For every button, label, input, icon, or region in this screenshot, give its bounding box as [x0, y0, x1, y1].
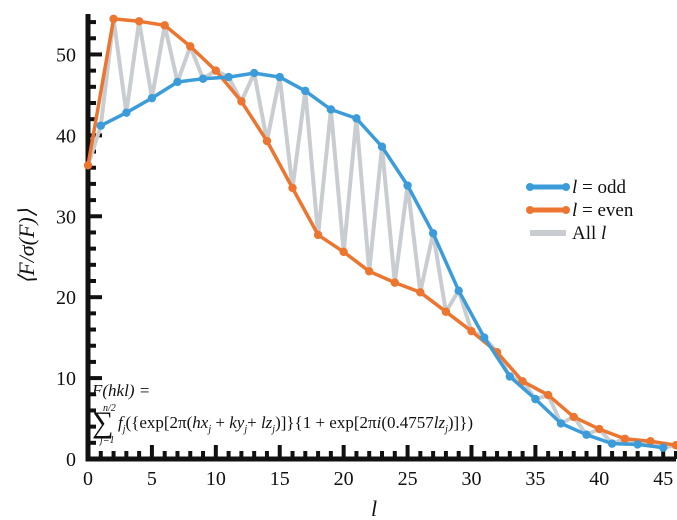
legend-label: l = even — [572, 200, 634, 221]
x-tick-label: 45 — [653, 468, 673, 490]
data-point — [352, 114, 361, 123]
data-point — [249, 68, 259, 78]
sum-upper-limit: n/2 — [103, 403, 116, 414]
y-tick-label: 0 — [66, 449, 76, 471]
data-point — [531, 394, 540, 404]
data-point — [186, 42, 195, 51]
data-point — [569, 412, 578, 422]
data-point — [365, 267, 374, 276]
legend-marker — [526, 183, 534, 191]
y-tick-label: 40 — [56, 125, 76, 147]
data-point — [403, 181, 412, 190]
sum-lower-limit: j=1 — [98, 435, 115, 446]
data-point — [147, 93, 157, 103]
series-line — [86, 17, 677, 447]
data-point — [96, 121, 105, 130]
y-tick-label: 50 — [56, 44, 76, 66]
y-tick-label: 20 — [56, 287, 76, 309]
series-l-even — [83, 14, 677, 450]
data-point — [326, 105, 336, 114]
formula-line1: F(hkl) = — [91, 381, 150, 400]
data-point — [390, 278, 399, 287]
data-point — [288, 183, 297, 193]
x-tick-label: 20 — [334, 468, 354, 490]
data-point — [556, 419, 566, 428]
data-point — [505, 372, 515, 381]
data-point — [134, 17, 144, 26]
data-point — [416, 288, 425, 297]
sum-symbol: ∑ — [92, 406, 113, 439]
formula-annotation: F(hkl) = ∑ n/2 j=1 fj({exp[2π(hxj + kyj+… — [91, 381, 473, 446]
legend-marker — [562, 183, 570, 191]
legend-item: l = odd — [526, 177, 626, 198]
x-tick-label: 10 — [206, 468, 226, 490]
legend-marker — [526, 206, 534, 214]
data-point — [454, 286, 463, 295]
data-point — [301, 86, 310, 96]
x-tick-label: 5 — [147, 468, 157, 490]
series-l-odd — [96, 68, 668, 452]
data-point — [275, 72, 284, 82]
y-axis-title: ⟨F/σ(F)⟩ — [14, 208, 39, 284]
data-point — [83, 161, 93, 170]
x-tick-label: 25 — [398, 468, 418, 490]
data-point — [313, 230, 323, 240]
legend-label: l = odd — [572, 177, 626, 198]
data-point — [633, 440, 642, 449]
series-layer — [83, 14, 677, 452]
data-point — [173, 77, 182, 87]
data-point — [211, 66, 221, 75]
data-point — [659, 443, 668, 452]
legend-label: All l — [572, 223, 606, 244]
series-line — [100, 71, 664, 450]
axes: 0 5 10 15 20 25 30 35 40 45 0 10 20 30 40 50 l ⟨F/σ(F)⟩ — [14, 14, 677, 520]
data-point — [646, 437, 655, 446]
data-point — [428, 229, 438, 238]
y-tick-label: 10 — [56, 368, 76, 390]
x-tick-label: 30 — [461, 468, 481, 490]
data-point — [582, 430, 591, 439]
data-point — [543, 390, 553, 400]
data-point — [160, 21, 169, 30]
data-point — [671, 441, 677, 450]
data-point — [480, 333, 489, 342]
data-point — [224, 72, 233, 82]
x-tick-label: 35 — [525, 468, 545, 490]
data-point — [441, 307, 451, 316]
data-point — [467, 326, 476, 336]
x-tick-label: 0 — [83, 468, 93, 490]
data-point — [237, 97, 246, 106]
x-tick-label: 40 — [589, 468, 609, 490]
data-point — [607, 439, 617, 448]
formula-line2: fj({exp[2π(hxj + kyj+ lzj)]}{1 + exp[2πi… — [118, 413, 473, 435]
legend-item: l = even — [526, 200, 634, 221]
legend-item: All l — [530, 223, 606, 244]
data-point — [518, 377, 527, 386]
y-tick-label: 30 — [56, 206, 76, 228]
data-point — [595, 424, 604, 434]
data-point — [339, 247, 348, 257]
x-tick-label: 15 — [270, 468, 290, 490]
data-point — [122, 108, 131, 117]
data-point — [109, 14, 118, 24]
data-point — [620, 434, 630, 443]
data-point — [377, 142, 387, 151]
legend-marker — [562, 206, 570, 214]
data-point — [262, 136, 272, 146]
x-axis-title: l — [371, 496, 377, 520]
data-point — [198, 74, 208, 83]
